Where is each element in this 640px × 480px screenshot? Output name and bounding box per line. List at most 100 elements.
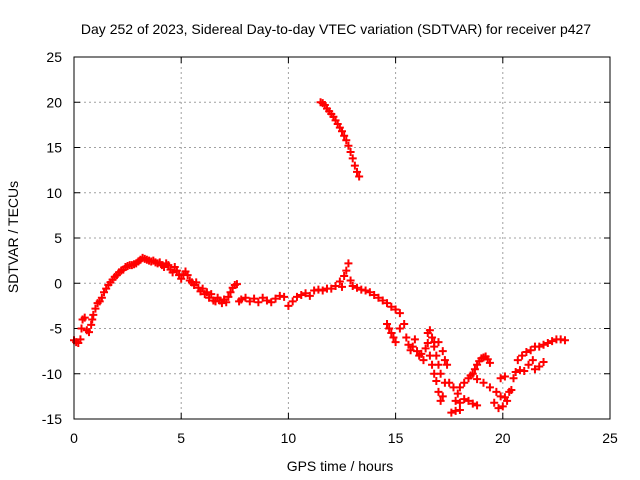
data-point bbox=[365, 288, 374, 297]
data-point bbox=[530, 365, 539, 374]
data-point bbox=[522, 348, 531, 357]
data-point bbox=[513, 356, 522, 365]
data-point bbox=[361, 286, 370, 295]
data-point bbox=[262, 296, 271, 305]
data-point bbox=[87, 320, 96, 329]
data-point bbox=[535, 342, 544, 351]
data-point bbox=[473, 375, 482, 384]
data-point bbox=[395, 309, 404, 318]
data-point bbox=[492, 387, 501, 396]
data-point bbox=[88, 315, 97, 324]
data-point bbox=[535, 362, 544, 371]
data-point bbox=[528, 356, 537, 365]
data-point bbox=[470, 365, 479, 374]
data-point bbox=[421, 344, 430, 353]
x-axis-label: GPS time / hours bbox=[287, 458, 394, 474]
data-point bbox=[389, 333, 398, 342]
data-point bbox=[346, 148, 355, 157]
data-point bbox=[318, 286, 327, 295]
data-point bbox=[172, 266, 181, 275]
data-point bbox=[460, 395, 469, 404]
data-point bbox=[250, 294, 259, 303]
data-point bbox=[292, 292, 301, 301]
data-point bbox=[192, 278, 201, 287]
data-point bbox=[77, 324, 86, 333]
data-point bbox=[202, 288, 211, 297]
data-point bbox=[222, 298, 231, 307]
data-point bbox=[432, 376, 441, 385]
data-point bbox=[258, 293, 267, 302]
data-point bbox=[479, 378, 488, 387]
data-point bbox=[496, 374, 505, 383]
data-point bbox=[466, 371, 475, 380]
y-tick-label: 15 bbox=[46, 140, 62, 156]
data-point bbox=[395, 324, 404, 333]
data-point bbox=[443, 360, 452, 369]
data-point bbox=[97, 293, 106, 302]
data-point bbox=[280, 292, 289, 301]
data-point bbox=[526, 346, 535, 355]
data-point bbox=[455, 398, 464, 407]
data-point bbox=[374, 293, 383, 302]
data-point bbox=[344, 141, 353, 150]
data-point bbox=[353, 283, 362, 292]
data-point bbox=[387, 329, 396, 338]
data-point bbox=[434, 360, 443, 369]
data-point bbox=[434, 338, 443, 347]
data-point bbox=[237, 295, 246, 304]
x-tick-label: 25 bbox=[602, 430, 618, 446]
x-tick-label: 5 bbox=[177, 430, 185, 446]
data-point bbox=[340, 272, 349, 281]
data-point bbox=[353, 167, 362, 176]
data-point bbox=[383, 299, 392, 308]
data-point bbox=[207, 290, 216, 299]
data-point bbox=[335, 277, 344, 286]
data-point bbox=[438, 347, 447, 356]
data-point bbox=[177, 274, 186, 283]
data-point bbox=[518, 351, 527, 360]
data-point bbox=[511, 367, 520, 376]
data-point bbox=[548, 337, 557, 346]
y-tick-label: -15 bbox=[42, 411, 62, 427]
data-point bbox=[460, 378, 469, 387]
data-point bbox=[438, 392, 447, 401]
data-point bbox=[245, 297, 254, 306]
data-point bbox=[447, 408, 456, 417]
data-point bbox=[432, 351, 441, 360]
y-tick-label: -5 bbox=[50, 321, 63, 337]
data-point bbox=[498, 402, 507, 411]
data-point bbox=[342, 136, 351, 145]
data-point bbox=[76, 335, 85, 344]
data-point bbox=[340, 131, 349, 140]
data-point bbox=[387, 302, 396, 311]
data-point bbox=[543, 338, 552, 347]
data-point bbox=[198, 284, 207, 293]
data-point bbox=[370, 291, 379, 300]
data-point bbox=[327, 284, 336, 293]
data-point bbox=[344, 259, 353, 268]
data-point bbox=[91, 304, 100, 313]
data-point bbox=[391, 305, 400, 314]
data-point bbox=[346, 276, 355, 285]
data-point bbox=[436, 396, 445, 405]
x-tick-label: 10 bbox=[281, 430, 297, 446]
data-point bbox=[539, 357, 548, 366]
data-point bbox=[455, 383, 464, 392]
data-point bbox=[436, 369, 445, 378]
data-point bbox=[164, 261, 173, 270]
data-point bbox=[297, 291, 306, 300]
y-tick-label: 10 bbox=[46, 185, 62, 201]
y-tick-label: 5 bbox=[54, 230, 62, 246]
data-point bbox=[408, 342, 417, 351]
data-point bbox=[503, 396, 512, 405]
data-point bbox=[301, 289, 310, 298]
data-point bbox=[524, 360, 533, 369]
data-point bbox=[241, 293, 250, 302]
data-point bbox=[338, 127, 346, 136]
data-point bbox=[385, 324, 394, 333]
x-tick-label: 0 bbox=[70, 430, 78, 446]
data-point bbox=[85, 328, 94, 337]
data-point bbox=[451, 396, 460, 405]
data-point bbox=[434, 387, 443, 396]
